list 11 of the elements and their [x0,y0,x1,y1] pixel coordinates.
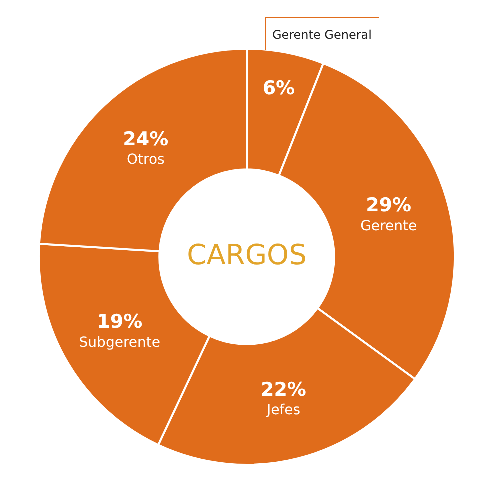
slice-label: Gerente [360,218,418,234]
text: CARGOS [187,238,307,272]
slice-label: Gerente General [272,28,372,42]
data-label: 24% [123,128,169,150]
data-label: 19% [97,311,143,334]
slice-label: Jefes [266,402,301,419]
slice-label: Subgerente [79,334,160,351]
data-label: 29% [366,194,412,217]
data-label: 22% [260,378,306,401]
data-label: 6% [262,77,296,100]
slice-label: Otros [126,152,165,168]
